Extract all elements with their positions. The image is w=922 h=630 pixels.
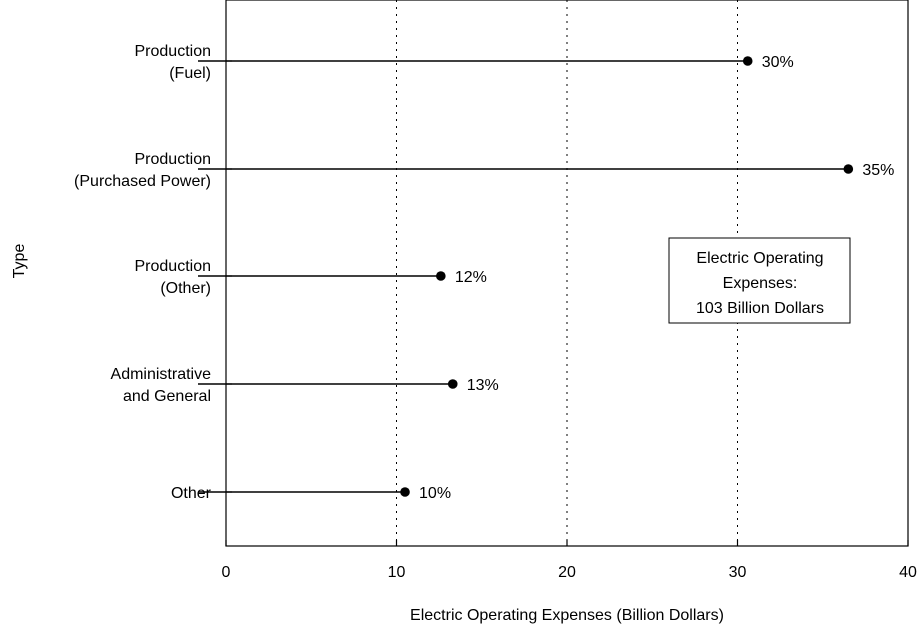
info-box-line-1: Electric Operating bbox=[696, 250, 823, 267]
value-label: 35% bbox=[862, 162, 894, 179]
data-point bbox=[843, 164, 854, 174]
x-tick-label: 40 bbox=[899, 564, 917, 581]
info-box-line-3: 103 Billion Dollars bbox=[696, 300, 824, 317]
category-label: (Fuel) bbox=[169, 65, 211, 82]
x-tick-label: 0 bbox=[222, 564, 231, 581]
category-label: Production bbox=[135, 151, 212, 168]
axis-ticks bbox=[225, 60, 909, 546]
category-label: Other bbox=[171, 485, 212, 502]
info-box: Electric Operating Expenses: 103 Billion… bbox=[668, 237, 851, 324]
category-label: and General bbox=[123, 388, 211, 405]
x-tick-label: 30 bbox=[729, 564, 747, 581]
x-tick-label: 10 bbox=[388, 564, 406, 581]
value-labels: 30% 35% 12% 13% 10% bbox=[419, 54, 894, 502]
info-box-border bbox=[668, 237, 851, 324]
info-box-line-2: Expenses: bbox=[723, 275, 798, 292]
value-label: 10% bbox=[419, 485, 451, 502]
y-axis-title: Type bbox=[11, 244, 28, 279]
x-tick-label: 20 bbox=[558, 564, 576, 581]
category-label: Production bbox=[135, 258, 212, 275]
category-label: (Purchased Power) bbox=[74, 173, 211, 190]
category-label: Production bbox=[135, 43, 212, 60]
x-axis-title: Electric Operating Expenses (Billion Dol… bbox=[410, 607, 724, 624]
category-label: (Other) bbox=[160, 280, 211, 297]
x-tick-labels: 0 10 20 30 40 bbox=[222, 564, 917, 581]
data-point bbox=[742, 56, 753, 66]
data-point bbox=[447, 379, 458, 389]
category-label: Administrative bbox=[111, 366, 212, 383]
series-stems bbox=[198, 56, 854, 497]
value-label: 30% bbox=[762, 54, 794, 71]
value-label: 13% bbox=[467, 377, 499, 394]
category-labels: Production (Fuel) Production (Purchased Pow… bbox=[74, 43, 212, 502]
data-point bbox=[436, 271, 446, 281]
data-point bbox=[400, 487, 410, 497]
value-label: 12% bbox=[455, 269, 487, 286]
